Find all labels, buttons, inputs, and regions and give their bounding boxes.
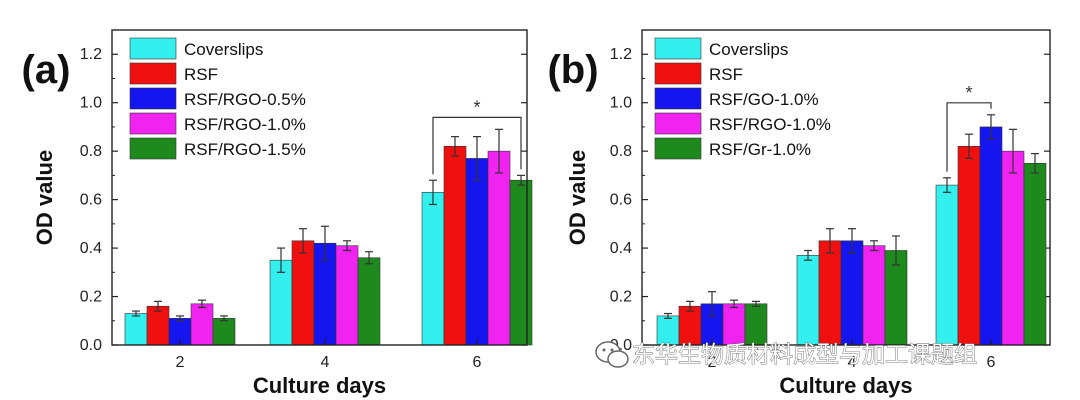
x-tick-label: 4 — [321, 354, 330, 371]
legend-label: RSF — [184, 65, 218, 84]
bar — [190, 303, 214, 346]
x-tick-label: 2 — [176, 354, 185, 371]
bar — [722, 303, 746, 346]
panel-label: (a) — [22, 48, 71, 92]
bar — [957, 146, 981, 346]
legend-label: Coverslips — [709, 40, 788, 59]
plot-frame — [111, 29, 528, 346]
x-axis-title: Culture days — [779, 373, 912, 398]
legend-swatch — [654, 137, 702, 160]
watermark-text: 东华生物质材料成型与加工课题组 — [632, 342, 977, 368]
wechat-icon — [595, 341, 629, 368]
bar — [935, 184, 959, 346]
bar — [818, 240, 842, 346]
legend-swatch — [654, 62, 702, 85]
y-tick-label: 0.0 — [80, 337, 102, 354]
legend-swatch — [129, 87, 177, 110]
y-tick-label: 0.4 — [610, 240, 632, 257]
watermark: 东华生物质材料成型与加工课题组 — [595, 341, 977, 368]
bar — [124, 313, 148, 346]
y-tick-label: 0.4 — [80, 240, 102, 257]
y-tick-label: 1.2 — [610, 46, 632, 63]
x-tick-label: 2 — [708, 354, 717, 371]
plot-frame — [641, 29, 1051, 346]
y-tick-label: 0.2 — [80, 289, 102, 306]
significance-bracket — [432, 116, 522, 175]
legend-swatch — [654, 87, 702, 110]
bar — [291, 240, 315, 346]
x-tick-label: 6 — [987, 354, 996, 371]
bar — [487, 150, 511, 346]
legend-label: RSF/RGO-0.5% — [184, 90, 306, 109]
x-tick-label: 6 — [473, 354, 482, 371]
bar — [1001, 150, 1025, 346]
bar — [357, 257, 381, 346]
legend-label: RSF/RGO-1.5% — [184, 140, 306, 159]
significance-marker: * — [473, 97, 480, 117]
legend-label: RSF/RGO-1.0% — [184, 115, 306, 134]
panel-a: (a) 0.0 0.2 0.4 0.6 0.8 1.0 1.2 2 4 6 Culture days O… — [22, 29, 533, 398]
legend-swatch — [129, 62, 177, 85]
legend-label: RSF/Gr-1.0% — [709, 140, 811, 159]
y-tick-label: 0.8 — [80, 143, 102, 160]
legend-label: RSF/RGO-1.0% — [709, 115, 831, 134]
legend-swatch — [654, 112, 702, 135]
bar — [840, 240, 864, 346]
y-tick-label: 0.8 — [610, 143, 632, 160]
significance-bracket — [946, 102, 992, 172]
legend-swatch — [129, 37, 177, 60]
legend-label: Coverslips — [184, 40, 263, 59]
bar — [1023, 162, 1047, 346]
y-tick-label: 0.2 — [610, 289, 632, 306]
bar — [146, 305, 170, 346]
bar — [269, 259, 293, 346]
bar — [979, 126, 1003, 346]
bar — [212, 318, 236, 346]
bar — [656, 315, 680, 346]
y-tick-label: 0.6 — [80, 192, 102, 209]
panel-label: (b) — [547, 48, 598, 92]
y-tick-label: 1.2 — [80, 46, 102, 63]
bar — [796, 255, 820, 346]
legend-swatch — [654, 37, 702, 60]
x-tick-label: 4 — [848, 354, 857, 371]
legend-swatch — [129, 137, 177, 160]
y-axis-title: OD value — [32, 150, 57, 245]
bar — [509, 179, 533, 346]
legend-label: RSF/GO-1.0% — [709, 90, 819, 109]
x-axis-title: Culture days — [253, 373, 386, 398]
bar — [678, 305, 702, 346]
y-tick-label: 1.0 — [80, 95, 102, 112]
bar — [862, 245, 886, 346]
significance-marker: * — [965, 83, 972, 103]
bar — [443, 146, 467, 346]
bar — [465, 158, 489, 346]
legend-swatch — [129, 112, 177, 135]
legend-label: RSF — [709, 65, 743, 84]
bar — [335, 245, 359, 346]
y-tick-label: 1.0 — [610, 95, 632, 112]
bar — [744, 303, 768, 346]
bar — [421, 192, 445, 346]
y-tick-label: 0.6 — [610, 192, 632, 209]
y-axis-title: OD value — [565, 150, 590, 245]
